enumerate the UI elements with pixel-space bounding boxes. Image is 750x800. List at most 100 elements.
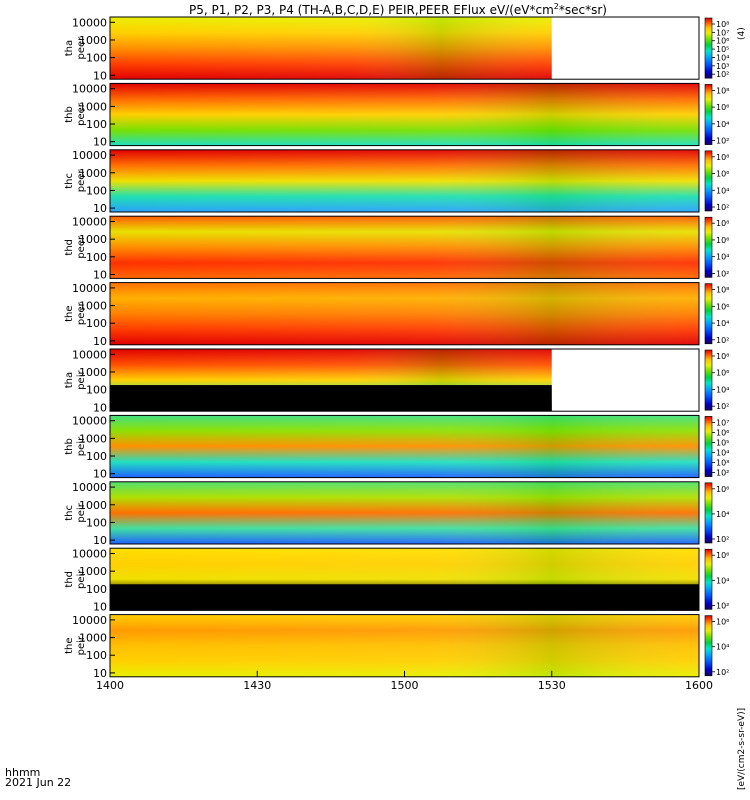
- y-tick-label: 10000: [72, 83, 107, 96]
- spectrogram-shading: [110, 17, 552, 80]
- panel-the-peer: 10000 1000 100 10 the peer 10⁸ 10⁶ 10⁴ 10²: [64, 282, 729, 348]
- panel-ylabel-probe: tha: [64, 40, 75, 56]
- colorbar: [704, 84, 713, 145]
- panel-tha-peir: 10000 1000 100 10 tha peir 10⁸ 10⁶ 10⁴ 10²: [64, 348, 729, 414]
- panel-ylabel-species: peer: [76, 235, 87, 259]
- panel-frame: [109, 149, 700, 213]
- colorbar-label: 10²: [716, 668, 729, 677]
- y-tick-label: 100: [86, 516, 107, 529]
- y-tick-label: 10000: [72, 348, 107, 361]
- y-tick-label: 10000: [72, 415, 107, 428]
- y-tick-label: 1000: [79, 499, 107, 512]
- y-tick-label: 100: [86, 52, 107, 65]
- x-tick-label: 1500: [391, 679, 419, 692]
- colorbar: [704, 416, 713, 477]
- panel-thc-peir: 10000 1000 100 10 thc peir 10⁶ 10⁴ 10²: [64, 481, 729, 547]
- y-tick-label: 100: [86, 450, 107, 463]
- x-tick-label: 1430: [243, 679, 271, 692]
- colorbar-label: 10⁸: [716, 20, 729, 29]
- colorbar-label: 10⁷: [716, 418, 729, 427]
- colorbar: [704, 150, 713, 212]
- y-tick-label: 10000: [72, 548, 107, 561]
- y-tick-label: 100: [86, 317, 107, 330]
- y-tick-label: 1000: [79, 167, 107, 180]
- y-tick-label: 10000: [72, 481, 107, 494]
- figure-title: P5, P1, P2, P3, P4 (TH-A,B,C,D,E) PEIR,P…: [189, 2, 607, 17]
- colorbar-label: 10⁸: [716, 219, 729, 228]
- colorbar-label: 10²: [716, 137, 729, 146]
- panel-thd-peir: 10000 1000 100 10 thd peir 10⁶ 10⁴ 10²: [64, 548, 729, 614]
- panel-frame: [109, 282, 700, 346]
- y-tick-label: 10000: [72, 16, 107, 29]
- spectrogram-shading: [110, 83, 699, 146]
- y-tick-label: 10000: [72, 216, 107, 229]
- panel-ylabel-species: peir: [76, 370, 87, 390]
- time-axis-row1-label: hhmm: [5, 766, 40, 779]
- time-axis: 1400 1430 1500 1530 1600: [96, 670, 713, 692]
- colorbar-label: 10⁷: [716, 28, 729, 37]
- panel-ylabel-probe: thd: [64, 239, 75, 256]
- y-tick-label: 10: [93, 401, 107, 414]
- panel-frame: [109, 481, 700, 545]
- colorbar-label: 10²: [716, 336, 729, 345]
- spectrogram-shading: [110, 415, 699, 478]
- spectrogram-fill-region: [110, 385, 552, 412]
- y-tick-label: 10: [93, 202, 107, 215]
- y-tick-label: 10: [93, 69, 107, 82]
- panel-frame: [109, 82, 700, 147]
- y-tick-label: 10: [93, 335, 107, 348]
- y-tick-label: 1000: [79, 34, 107, 47]
- y-tick-label: 10000: [72, 149, 107, 162]
- x-tick-label: 1530: [538, 679, 566, 692]
- colorbar-label: 10⁴: [716, 510, 729, 519]
- colorbar-label: 10²: [716, 70, 729, 79]
- y-tick-label: 10: [93, 667, 107, 680]
- y-tick-label: 10: [93, 600, 107, 613]
- colorbar-label: 10⁶: [716, 369, 729, 378]
- panel-ylabel-probe: thd: [64, 571, 75, 588]
- spectrogram-shading: [110, 149, 699, 212]
- colorbar-label: 10⁶: [716, 103, 729, 112]
- y-tick-label: 1000: [79, 565, 107, 578]
- panel-ylabel-species: peir: [76, 502, 87, 522]
- colorbar: [704, 283, 713, 345]
- y-tick-label: 100: [86, 184, 107, 197]
- panel-ylabel-probe: thc: [64, 505, 75, 521]
- colorbar-label: 10⁶: [716, 428, 729, 437]
- y-tick-label: 1000: [79, 233, 107, 246]
- panel-thd-peer: 10000 1000 100 10 thd peer 10⁸ 10⁶ 10⁴ 10²: [64, 216, 729, 282]
- colorbar-label: 10⁶: [716, 618, 729, 627]
- colorbar-label: 10⁴: [716, 319, 729, 328]
- colorbar-label: 10²: [716, 402, 729, 411]
- y-tick-label: 1000: [79, 432, 107, 445]
- colorbar-label: 10⁶: [716, 37, 729, 46]
- panel-frame: [109, 215, 700, 279]
- y-tick-label: 1000: [79, 632, 107, 645]
- colorbar-label: 10⁶: [716, 551, 729, 560]
- y-tick-label: 1000: [79, 100, 107, 113]
- panel-frame: [109, 16, 700, 80]
- panel-frame: [109, 348, 700, 412]
- panel-frame: [109, 547, 700, 611]
- panel-ylabel-probe: the: [64, 637, 75, 653]
- panel-ylabel-species: peer: [76, 102, 87, 126]
- colorbar: [704, 349, 713, 411]
- colorbar-label: 10⁵: [716, 45, 729, 54]
- panel-ylabel-species: peir: [76, 635, 87, 655]
- colorbar-label: 10²: [716, 535, 729, 544]
- colorbar-label: 10⁴: [716, 253, 729, 262]
- panel-ylabel-probe: the: [64, 305, 75, 321]
- colorbar: [704, 548, 713, 610]
- panel-ylabel-probe: thb: [64, 438, 75, 455]
- x-tick-label: 1600: [685, 679, 713, 692]
- colorbar-label: 10²: [716, 269, 729, 278]
- panel-ylabel-species: peer: [76, 36, 87, 60]
- spectrogram-fill-region: [110, 584, 699, 611]
- colorbar: [704, 615, 713, 677]
- spectrogram-shading: [110, 216, 699, 279]
- panel-ylabel-species: peir: [76, 436, 87, 456]
- y-tick-label: 10: [93, 268, 107, 281]
- panel-ylabel-species: peer: [76, 169, 87, 193]
